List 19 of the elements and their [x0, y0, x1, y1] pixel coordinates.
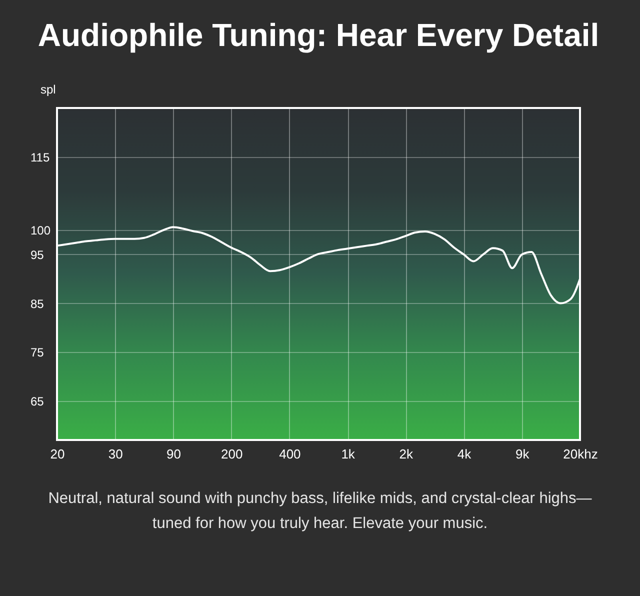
x-tick-label: 2k — [399, 446, 414, 462]
y-tick-label: 85 — [30, 296, 44, 311]
x-tick-label: 20khz — [563, 446, 598, 462]
x-tick-label: 90 — [166, 446, 181, 462]
x-tick-label: 400 — [279, 446, 301, 462]
x-tick-label: 200 — [220, 446, 243, 462]
y-tick-label: 115 — [30, 150, 50, 164]
y-tick-label: 65 — [30, 394, 44, 408]
y-tick-label: 100 — [30, 224, 51, 238]
y-tick-label: 95 — [30, 248, 44, 262]
chart-title: Audiophile Tuning: Hear Every Detail — [38, 17, 600, 53]
y-axis-title: spl — [40, 82, 56, 96]
x-tick-label: 4k — [457, 446, 472, 462]
text: Neutral, natural sound with punchy bass, lifelike mids, and crystal-clear highs—tuned for how you truly hear. Elevate your music. — [47, 489, 593, 534]
x-tick-label: 30 — [108, 446, 123, 462]
x-tick-label: 1k — [341, 446, 356, 462]
x-tick-label: 9k — [516, 446, 530, 462]
y-tick-label: 75 — [30, 346, 44, 360]
x-tick-label: 20 — [50, 446, 65, 462]
